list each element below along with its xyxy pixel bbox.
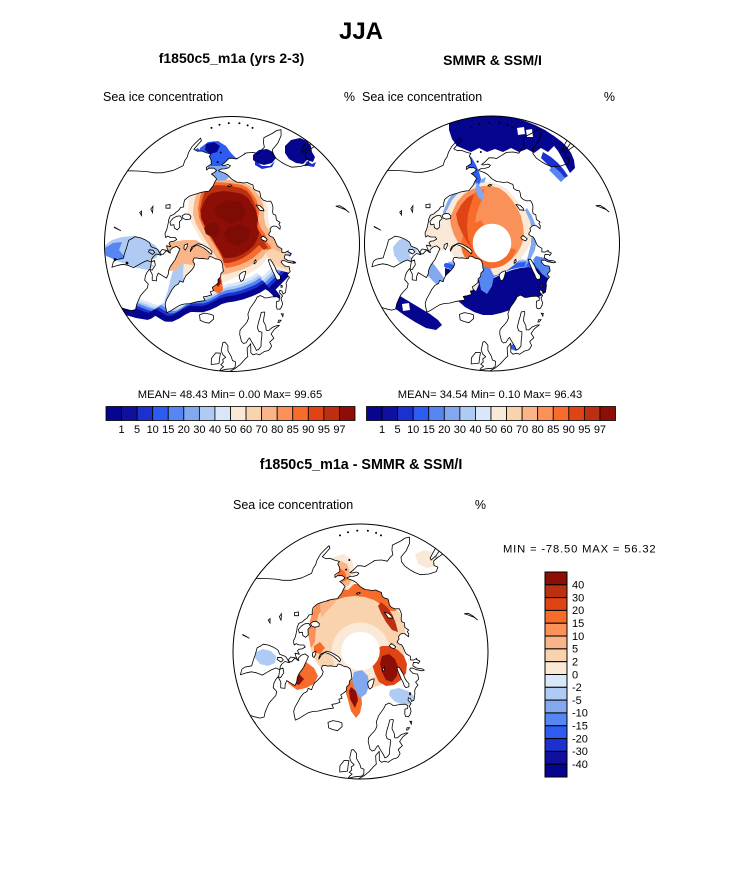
svg-text:%: % bbox=[475, 498, 486, 512]
svg-text:40: 40 bbox=[209, 424, 221, 436]
svg-text:60: 60 bbox=[500, 424, 512, 436]
svg-text:1: 1 bbox=[118, 424, 124, 436]
svg-text:70: 70 bbox=[255, 424, 267, 436]
svg-text:85: 85 bbox=[547, 424, 559, 436]
svg-text:40: 40 bbox=[572, 580, 584, 592]
svg-text:20: 20 bbox=[572, 605, 584, 617]
svg-text:-5: -5 bbox=[572, 695, 582, 707]
svg-text:Sea ice concentration: Sea ice concentration bbox=[103, 90, 223, 104]
svg-text:85: 85 bbox=[287, 424, 299, 436]
svg-text:15: 15 bbox=[423, 424, 435, 436]
svg-text:80: 80 bbox=[271, 424, 283, 436]
svg-text:90: 90 bbox=[563, 424, 575, 436]
svg-text:-40: -40 bbox=[572, 759, 588, 771]
svg-text:95: 95 bbox=[318, 424, 330, 436]
svg-text:MEAN= 48.43 Min= 0.00 Max: MEAN= 48.43 Min= 0.00 Max= 99.65 bbox=[138, 389, 322, 401]
svg-text:15: 15 bbox=[572, 618, 584, 630]
svg-text:50: 50 bbox=[485, 424, 497, 436]
svg-text:30: 30 bbox=[572, 592, 584, 604]
svg-text:20: 20 bbox=[438, 424, 450, 436]
svg-text:-15: -15 bbox=[572, 721, 588, 733]
svg-text:-2: -2 bbox=[572, 682, 582, 694]
svg-text:5: 5 bbox=[134, 424, 140, 436]
svg-text:MIN = -78.50 MAX = 56.32: MIN = -78.50 MAX = 56.32 bbox=[503, 544, 656, 556]
svg-text:f1850c5_m1a (yrs 2-3): f1850c5_m1a (yrs 2-3) bbox=[159, 50, 305, 66]
svg-text:1: 1 bbox=[379, 424, 385, 436]
svg-text:5: 5 bbox=[395, 424, 401, 436]
svg-text:90: 90 bbox=[302, 424, 314, 436]
svg-text:Sea ice concentration: Sea ice concentration bbox=[362, 90, 482, 104]
svg-text:SMMR & SSM/I: SMMR & SSM/I bbox=[443, 52, 542, 68]
svg-text:10: 10 bbox=[572, 631, 584, 643]
svg-text:-10: -10 bbox=[572, 708, 588, 720]
svg-text:-30: -30 bbox=[572, 746, 588, 758]
svg-text:0: 0 bbox=[572, 669, 578, 681]
svg-text:JJA: JJA bbox=[339, 18, 383, 45]
svg-text:5: 5 bbox=[572, 644, 578, 656]
svg-text:2: 2 bbox=[572, 656, 578, 668]
svg-text:97: 97 bbox=[333, 424, 345, 436]
svg-text:Sea ice concentration: Sea ice concentration bbox=[233, 498, 353, 512]
svg-text:10: 10 bbox=[407, 424, 419, 436]
svg-text:MEAN= 34.54 Min= 0.10 Max: MEAN= 34.54 Min= 0.10 Max= 96.43 bbox=[398, 389, 582, 401]
svg-text:95: 95 bbox=[578, 424, 590, 436]
svg-text:-20: -20 bbox=[572, 733, 588, 745]
svg-text:%: % bbox=[604, 90, 615, 104]
svg-text:20: 20 bbox=[178, 424, 190, 436]
svg-text:97: 97 bbox=[594, 424, 606, 436]
svg-text:60: 60 bbox=[240, 424, 252, 436]
svg-text:70: 70 bbox=[516, 424, 528, 436]
svg-text:80: 80 bbox=[532, 424, 544, 436]
svg-text:30: 30 bbox=[454, 424, 466, 436]
svg-text:30: 30 bbox=[193, 424, 205, 436]
svg-text:50: 50 bbox=[224, 424, 236, 436]
svg-text:f1850c5_m1a - SMMR & SSM/I: f1850c5_m1a - SMMR & SSM/I bbox=[260, 457, 463, 473]
svg-text:%: % bbox=[344, 90, 355, 104]
svg-text:40: 40 bbox=[469, 424, 481, 436]
svg-text:10: 10 bbox=[147, 424, 159, 436]
svg-text:15: 15 bbox=[162, 424, 174, 436]
